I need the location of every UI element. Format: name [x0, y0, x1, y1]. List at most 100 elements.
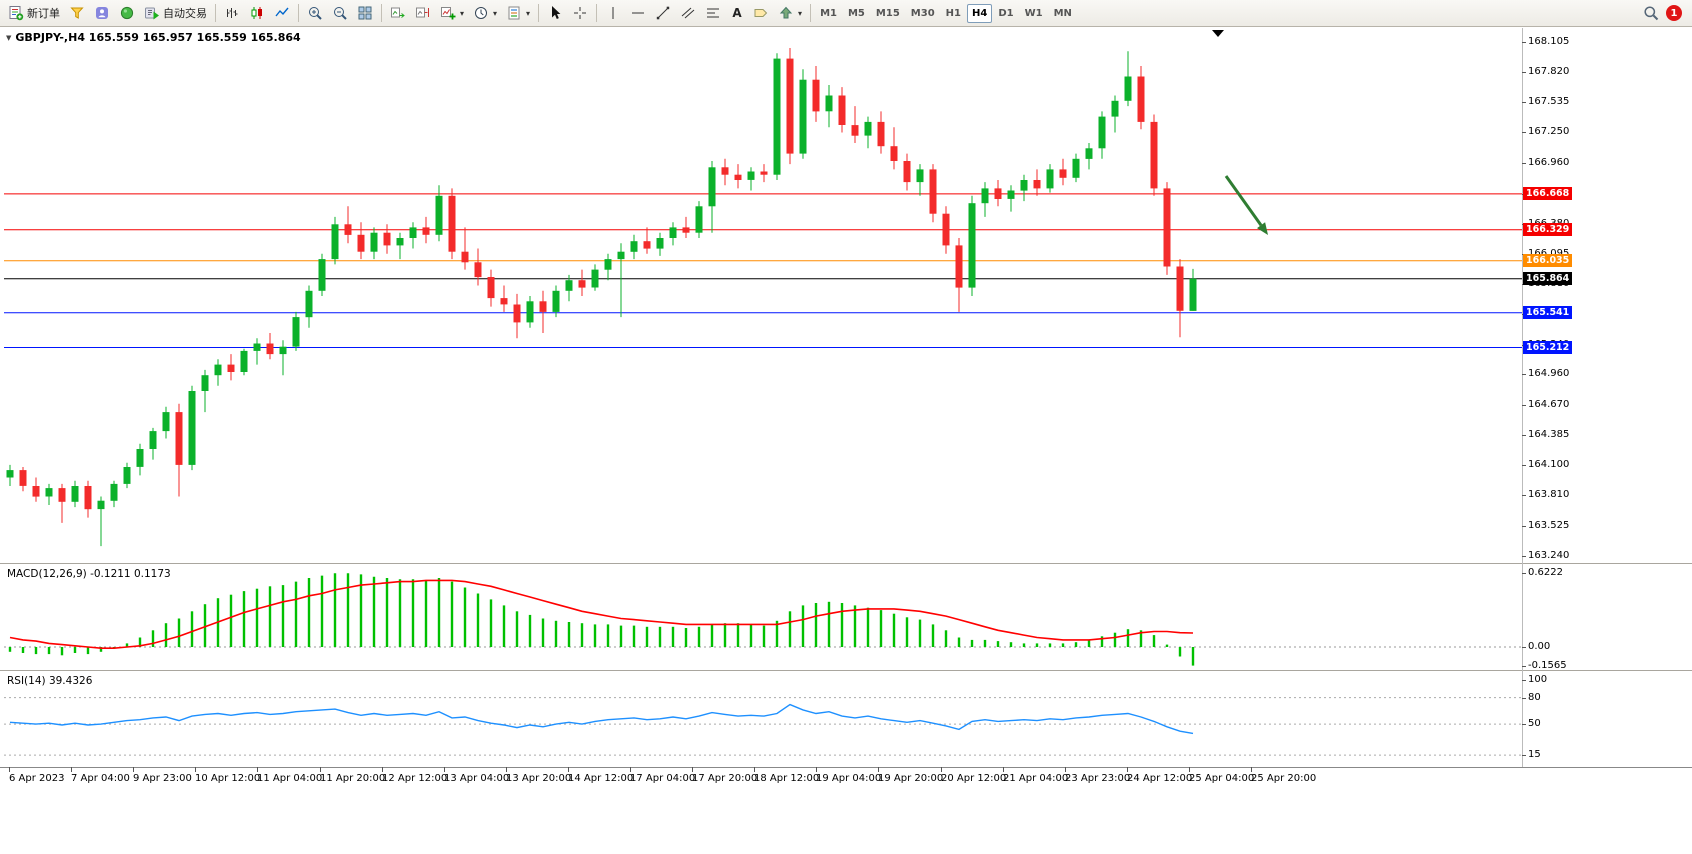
macd-axis-label: 0.6222 — [1528, 567, 1563, 578]
price-axis-tick — [1522, 465, 1526, 466]
text-label-icon — [754, 9, 768, 17]
chart-title-row: ▼ GBPJPY-,H4 165.559 165.957 165.559 165… — [6, 31, 301, 44]
time-axis-label: 24 Apr 12:00 — [1127, 773, 1193, 784]
zoom-out-button[interactable] — [328, 2, 352, 24]
crosshair-tool-button[interactable] — [568, 2, 592, 24]
metaeditor-button[interactable] — [65, 2, 89, 24]
shapes-tool-button[interactable]: ▾ — [774, 2, 806, 24]
price-axis-label: 164.385 — [1528, 429, 1570, 440]
panel-divider[interactable] — [0, 563, 1692, 564]
timeframe-w1-button[interactable]: W1 — [1024, 7, 1043, 19]
profile-icon — [96, 7, 108, 19]
price-axis-tick — [1522, 42, 1526, 43]
macd-indicator-chart[interactable] — [4, 565, 1522, 670]
price-axis-label: 167.535 — [1528, 96, 1570, 107]
price-axis-tick — [1522, 132, 1526, 133]
time-axis-tick — [692, 767, 693, 772]
macd-axis-tick — [1522, 573, 1526, 574]
auto-scroll-button[interactable] — [386, 2, 410, 24]
timeframe-d1-button[interactable]: D1 — [998, 7, 1014, 19]
fibonacci-tool-button[interactable] — [701, 2, 725, 24]
time-axis-label: 18 Apr 12:00 — [754, 773, 820, 784]
time-axis-label: 10 Apr 12:00 — [195, 773, 261, 784]
timeframe-mn-button[interactable]: MN — [1053, 7, 1072, 19]
time-axis-tick — [71, 767, 72, 772]
text-tool-button[interactable]: A — [726, 2, 748, 24]
time-axis-tick — [1065, 767, 1066, 772]
record-icon — [120, 6, 134, 20]
panel-divider[interactable] — [0, 670, 1692, 671]
text-tool-label: A — [732, 6, 742, 20]
sell-arrow-annotation[interactable] — [1224, 175, 1268, 235]
templates-button[interactable]: ▾ — [502, 2, 534, 24]
trendline-icon — [656, 6, 670, 20]
timeframe-m1-button[interactable]: M1 — [820, 7, 837, 19]
timeframe-h1-button[interactable]: H1 — [945, 7, 961, 19]
price-axis-label: 167.820 — [1528, 66, 1570, 77]
rsi-line — [9, 703, 1194, 735]
profile-button[interactable] — [90, 2, 114, 24]
cursor-icon — [552, 6, 561, 19]
chevron-down-icon: ▾ — [526, 8, 531, 18]
chevron-down-icon: ▾ — [460, 8, 465, 18]
time-axis-label: 7 Apr 04:00 — [71, 773, 130, 784]
time-axis-tick — [506, 767, 507, 772]
timeframe-m30-button[interactable]: M30 — [910, 7, 935, 19]
text-label-tool-button[interactable] — [749, 2, 773, 24]
rsi-axis-tick — [1522, 698, 1526, 699]
time-axis-tick — [444, 767, 445, 772]
price-level-badge: 166.668 — [1523, 187, 1573, 200]
tile-windows-icon — [358, 6, 372, 20]
chevron-down-icon: ▾ — [493, 8, 498, 18]
time-axis-label: 25 Apr 20:00 — [1251, 773, 1317, 784]
toolbar-separator — [596, 4, 598, 22]
record-button[interactable] — [115, 2, 139, 24]
timeframe-m15-button[interactable]: M15 — [875, 7, 900, 19]
candlestick-chart-type-button[interactable] — [245, 2, 269, 24]
auto-trading-button[interactable]: 自动交易 — [140, 2, 211, 24]
cursor-tool-button[interactable] — [543, 2, 567, 24]
channel-tool-button[interactable] — [676, 2, 700, 24]
periods-button[interactable]: ▾ — [469, 2, 501, 24]
toolbar-separator — [381, 4, 382, 22]
candlestick-chart[interactable] — [4, 28, 1522, 563]
notification-badge[interactable]: 1 — [1666, 5, 1682, 21]
time-axis-tick — [1127, 767, 1128, 772]
time-axis-tick — [630, 767, 631, 772]
macd-signal-line — [9, 579, 1194, 649]
search-button[interactable] — [1639, 2, 1663, 24]
price-level-badge: 166.329 — [1523, 223, 1573, 236]
price-axis-label: 163.240 — [1528, 550, 1570, 561]
vertical-line-tool-button[interactable] — [601, 2, 625, 24]
time-axis-tick — [195, 767, 196, 772]
tile-windows-button[interactable] — [353, 2, 377, 24]
toolbar-separator — [298, 4, 299, 22]
horizontal-line-tool-button[interactable] — [626, 2, 650, 24]
chart-shift-icon — [416, 7, 429, 18]
rsi-indicator-chart[interactable] — [4, 672, 1522, 767]
macd-axis-tick — [1522, 647, 1526, 648]
price-axis-tick — [1522, 374, 1526, 375]
timeframe-h4-button[interactable]: H4 — [966, 3, 993, 23]
chart-shift-button[interactable] — [411, 2, 435, 24]
time-axis-label: 17 Apr 20:00 — [692, 773, 758, 784]
indicators-button[interactable]: ▾ — [436, 2, 468, 24]
timeframe-m5-button[interactable]: M5 — [847, 7, 865, 19]
clock-icon — [475, 7, 488, 19]
time-axis-tick — [568, 767, 569, 772]
collapse-triangle-icon[interactable]: ▼ — [6, 33, 12, 42]
price-axis-tick — [1522, 163, 1526, 164]
bar-chart-type-button[interactable] — [220, 2, 244, 24]
zoom-in-button[interactable] — [303, 2, 327, 24]
new-order-button[interactable]: 新订单 — [4, 2, 64, 24]
arrow-shape-icon — [779, 6, 793, 19]
trendline-tool-button[interactable] — [651, 2, 675, 24]
chart-shift-marker[interactable] — [1212, 30, 1224, 37]
line-chart-type-button[interactable] — [270, 2, 294, 24]
rsi-axis-label: 100 — [1528, 674, 1548, 685]
time-axis-label: 19 Apr 04:00 — [816, 773, 882, 784]
channel-icon — [681, 7, 695, 19]
metaeditor-icon — [70, 7, 84, 19]
price-axis-tick — [1522, 102, 1526, 103]
